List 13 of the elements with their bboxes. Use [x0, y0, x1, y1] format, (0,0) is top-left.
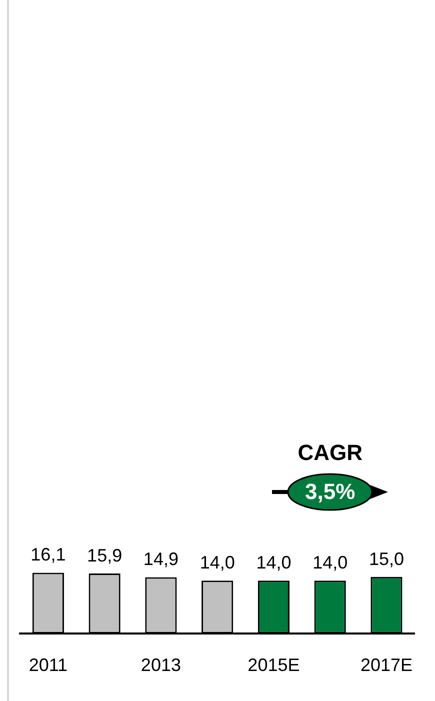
data-label: 14,0 [200, 552, 235, 573]
x-tick-label: 2011 [28, 655, 68, 676]
x-tick-label: 2013 [140, 655, 181, 676]
data-label: 16,1 [30, 544, 66, 565]
x-tick-label: 2015E [248, 655, 300, 676]
data-label: 14,0 [256, 552, 292, 573]
data-label: 15,0 [368, 548, 404, 569]
x-tick-label: 2017E [360, 655, 413, 676]
data-label: 14,9 [143, 549, 178, 570]
text: CAGR [296, 440, 364, 466]
data-label: 15,9 [87, 545, 122, 566]
text: 3,5% [304, 479, 356, 505]
data-label: 14,0 [312, 552, 348, 573]
